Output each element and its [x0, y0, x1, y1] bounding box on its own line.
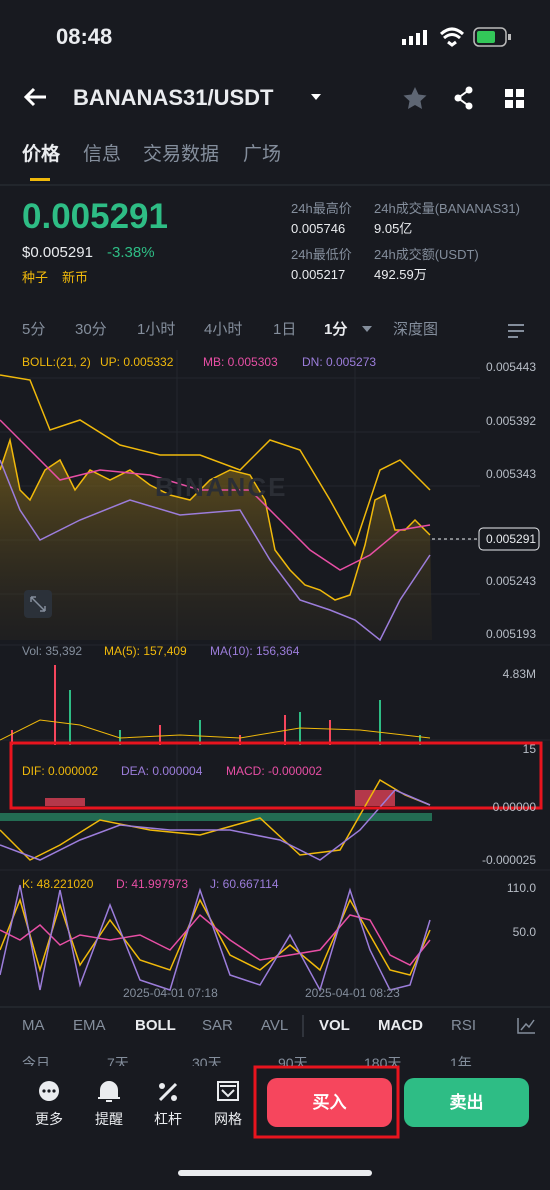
vol-axis-label: 4.83M: [502, 667, 536, 681]
price-axis-label: 0.005193: [485, 627, 536, 641]
sell-button[interactable]: 卖出: [449, 1093, 484, 1112]
indicator-tab[interactable]: SAR: [202, 1017, 233, 1034]
current-price-tag: 0.005291: [486, 532, 537, 546]
indicator-tab[interactable]: EMA: [73, 1017, 106, 1034]
tag[interactable]: 新币: [62, 270, 89, 285]
range-row: 今日 7天 30天 90天 180天 1年: [0, 1050, 550, 1066]
tab[interactable]: 交易数据: [143, 144, 220, 165]
kdj-k: K: 48.221020: [22, 877, 94, 891]
interval[interactable]: 5分: [22, 321, 46, 338]
range-tab[interactable]: 90天: [278, 1055, 308, 1066]
vol-ma5: MA(5): 157,409: [104, 644, 187, 658]
kdj-j: J: 60.667114: [210, 877, 279, 891]
buy-button[interactable]: 买入: [312, 1093, 347, 1112]
stat-value: 0.005217: [291, 267, 346, 282]
macd-dif: DIF: 0.000002: [22, 764, 99, 778]
tag[interactable]: 种子: [22, 270, 49, 285]
tab[interactable]: 信息: [83, 144, 122, 165]
indicator-tab[interactable]: MA: [22, 1017, 45, 1034]
stat-value: 492.59万: [374, 267, 427, 282]
stat-value: 9.05亿: [374, 221, 413, 236]
interval[interactable]: 1日: [273, 321, 297, 338]
price-change: -3.38%: [107, 244, 155, 261]
interval[interactable]: 1分: [324, 321, 348, 338]
kdj-axis-label: 50.0: [512, 925, 536, 939]
macd-axis-label: -0.000025: [481, 853, 536, 867]
indicator-tab[interactable]: VOL: [319, 1017, 350, 1034]
range-tab[interactable]: 今日: [22, 1055, 50, 1066]
price-axis-label: 0.005243: [485, 574, 536, 588]
price-axis-label: 0.005392: [485, 414, 536, 428]
boll-mb: MB: 0.005303: [203, 355, 278, 369]
indicator-tab[interactable]: BOLL: [135, 1017, 176, 1034]
macd-value: MACD: -0.000002: [226, 764, 323, 778]
indicator-tab[interactable]: AVL: [261, 1017, 289, 1034]
watermark: BINANCE: [155, 472, 288, 502]
stat-value: 0.005746: [291, 221, 346, 236]
stat-label: 24h成交量(BANANAS31): [374, 201, 520, 216]
time-label: 2025-04-01 07:18: [123, 986, 218, 1000]
range-tab[interactable]: 1年: [450, 1055, 472, 1066]
vol-axis-label: 15: [522, 742, 536, 756]
time-label: 2025-04-01 08:23: [305, 986, 400, 1000]
range-tab[interactable]: 30天: [192, 1055, 222, 1066]
macd-axis-label: 0.00000: [492, 800, 536, 814]
last-price: 0.005291: [22, 197, 168, 236]
pair-title[interactable]: BANANAS31/USDT: [73, 85, 274, 110]
kdj-d: D: 41.997973: [116, 877, 189, 891]
tool-button[interactable]: 网格: [214, 1111, 242, 1127]
tab[interactable]: 价格: [22, 144, 61, 165]
range-tab[interactable]: 180天: [364, 1055, 402, 1066]
vol-ma10: MA(10): 156,364: [210, 644, 300, 658]
boll-dn: DN: 0.005273: [302, 355, 377, 369]
macd-dea: DEA: 0.000004: [121, 764, 203, 778]
tool-button[interactable]: 杠杆: [154, 1111, 182, 1127]
indicator-tab[interactable]: MACD: [378, 1017, 423, 1034]
interval[interactable]: 1小时: [137, 321, 176, 338]
vol-label: Vol: 35,392: [22, 644, 83, 658]
tool-button[interactable]: 提醒: [95, 1111, 123, 1127]
tool-button[interactable]: 更多: [35, 1111, 63, 1127]
stat-label: 24h最低价: [291, 247, 352, 262]
tab[interactable]: 广场: [243, 144, 282, 165]
usd-price: $0.005291: [22, 244, 93, 261]
stat-label: 24h最高价: [291, 201, 352, 216]
indicator-tab[interactable]: RSI: [451, 1017, 477, 1034]
price-axis-label: 0.005443: [485, 360, 536, 374]
interval[interactable]: 4小时: [204, 321, 243, 338]
interval[interactable]: 深度图: [393, 321, 439, 338]
boll-label: BOLL:(21, 2): [22, 355, 91, 369]
status-time: 08:48: [56, 24, 113, 49]
interval[interactable]: 30分: [75, 321, 107, 338]
range-tab[interactable]: 7天: [107, 1055, 129, 1066]
kdj-axis-label: 110.0: [506, 881, 536, 895]
boll-up: UP: 0.005332: [100, 355, 174, 369]
price-axis-label: 0.005343: [485, 467, 536, 481]
stat-label: 24h成交额(USDT): [374, 247, 479, 262]
